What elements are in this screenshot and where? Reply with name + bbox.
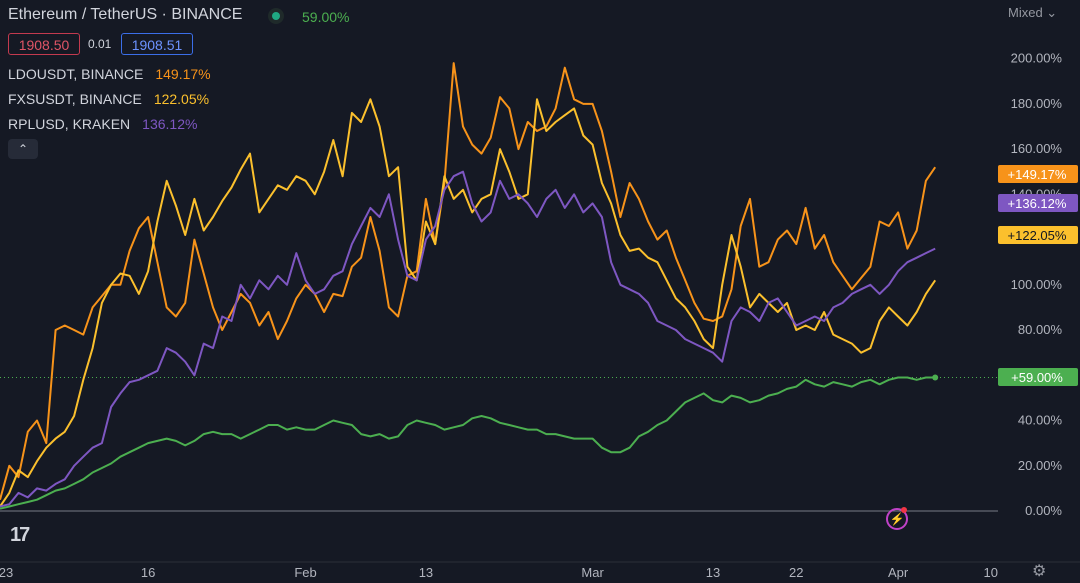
price-label-box <box>998 226 1078 244</box>
series-line-2 <box>0 170 936 508</box>
x-tick-label: 22 <box>789 565 803 580</box>
scale-mode-dropdown[interactable]: Mixed ⌄ <box>1008 5 1058 20</box>
comparison-change: 149.17% <box>155 66 211 82</box>
comparison-symbol: LDOUSDT, BINANCE <box>8 66 144 82</box>
x-tick-label: 23 <box>0 565 13 580</box>
y-tick-label: 180.00% <box>1011 96 1063 111</box>
price-label: +136.12% <box>1008 196 1067 211</box>
series-line-1 <box>0 98 937 508</box>
price-label-box <box>998 194 1078 212</box>
y-tick-label: 160.00% <box>1011 141 1063 156</box>
comparison-ldo[interactable]: LDOUSDT, BINANCE 149.17% <box>8 66 211 82</box>
x-tick-label: Mar <box>581 565 604 580</box>
ask-price-box[interactable]: 1908.51 <box>121 33 193 55</box>
series-line-0 <box>0 62 937 500</box>
comparison-rpl[interactable]: RPLUSD, KRAKEN 136.12% <box>8 116 197 132</box>
lightning-icon[interactable]: ⚡ <box>886 508 908 530</box>
comparison-symbol: FXSUSDT, BINANCE <box>8 91 142 107</box>
scale-mode-label: Mixed <box>1008 5 1043 20</box>
symbol-title[interactable]: Ethereum / TetherUS · BINANCE <box>8 6 243 23</box>
tradingview-logo[interactable]: 17 <box>10 524 30 546</box>
price-label-box <box>998 368 1078 386</box>
chevron-up-icon[interactable]: ⌃ <box>8 139 38 159</box>
notification-dot <box>901 507 907 513</box>
x-tick-label: 16 <box>141 565 155 580</box>
comparison-fxs[interactable]: FXSUSDT, BINANCE 122.05% <box>8 91 209 107</box>
gear-icon[interactable]: ⚙ <box>1032 563 1047 580</box>
price-label: +59.00% <box>1011 370 1063 385</box>
comparison-symbol: RPLUSD, KRAKEN <box>8 116 131 132</box>
y-tick-label: 20.00% <box>1018 458 1063 473</box>
comparison-change: 122.05% <box>153 91 210 107</box>
main-change: 59.00% <box>302 9 350 25</box>
bid-price-box[interactable]: 1908.50 <box>8 33 80 55</box>
x-tick-label: 13 <box>706 565 720 580</box>
price-label: +122.05% <box>1008 228 1067 243</box>
series-line-3 <box>0 376 936 510</box>
y-tick-label: 200.00% <box>1011 51 1063 66</box>
y-tick-label: 0.00% <box>1025 503 1062 518</box>
price-label-box <box>998 165 1078 183</box>
x-tick-label: Feb <box>294 565 316 580</box>
y-tick-label: 100.00% <box>1011 277 1063 292</box>
x-tick-label: 13 <box>419 565 433 580</box>
visibility-eye-icon[interactable] <box>268 8 284 24</box>
comparison-change: 136.12% <box>142 116 198 132</box>
x-tick-label: 10 <box>984 565 998 580</box>
y-tick-label: 40.00% <box>1018 413 1063 428</box>
x-tick-label: Apr <box>888 565 909 580</box>
last-point-dot <box>932 374 939 381</box>
y-tick-label: 80.00% <box>1018 322 1063 337</box>
spread-value: 0.01 <box>88 37 112 51</box>
price-label: +149.17% <box>1008 167 1067 182</box>
